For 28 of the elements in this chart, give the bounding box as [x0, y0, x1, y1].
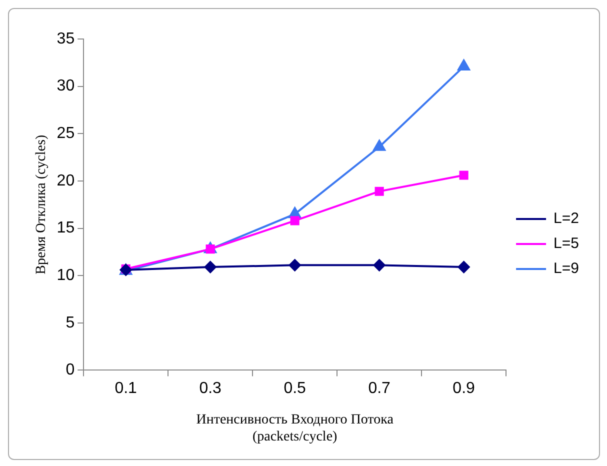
- x-tick-label: 0.5: [284, 380, 306, 398]
- legend-label: L=2: [554, 210, 580, 228]
- y-axis-title: Время Отклика (cycles): [34, 134, 50, 274]
- legend-label: L=9: [554, 260, 580, 278]
- x-tick-label: 0.1: [114, 380, 138, 398]
- point: [204, 261, 216, 274]
- x-tick-label: 0.3: [199, 380, 222, 398]
- point: [459, 170, 468, 180]
- text: (packets/cycle): [252, 429, 338, 444]
- text: Интенсивность Входного Потока: [196, 412, 394, 428]
- point: [374, 186, 384, 196]
- y-tick-label: 35: [56, 30, 75, 48]
- point: [288, 259, 301, 272]
- point: [290, 216, 300, 226]
- y-tick-label: 15: [56, 220, 75, 237]
- x-tick-label: 0.7: [368, 380, 391, 398]
- y-tick-label: 20: [56, 172, 75, 190]
- point: [458, 59, 470, 70]
- point: [373, 140, 386, 151]
- y-tick-label: 30: [56, 78, 75, 95]
- y-tick-label: 5: [66, 314, 75, 332]
- legend-label: L=5: [554, 235, 580, 252]
- point: [373, 259, 386, 272]
- point: [458, 261, 470, 274]
- x-tick-label: 0.9: [452, 380, 476, 398]
- y-tick-label: 25: [56, 125, 75, 142]
- y-tick-label: 0: [66, 362, 75, 379]
- y-tick-label: 10: [56, 266, 75, 284]
